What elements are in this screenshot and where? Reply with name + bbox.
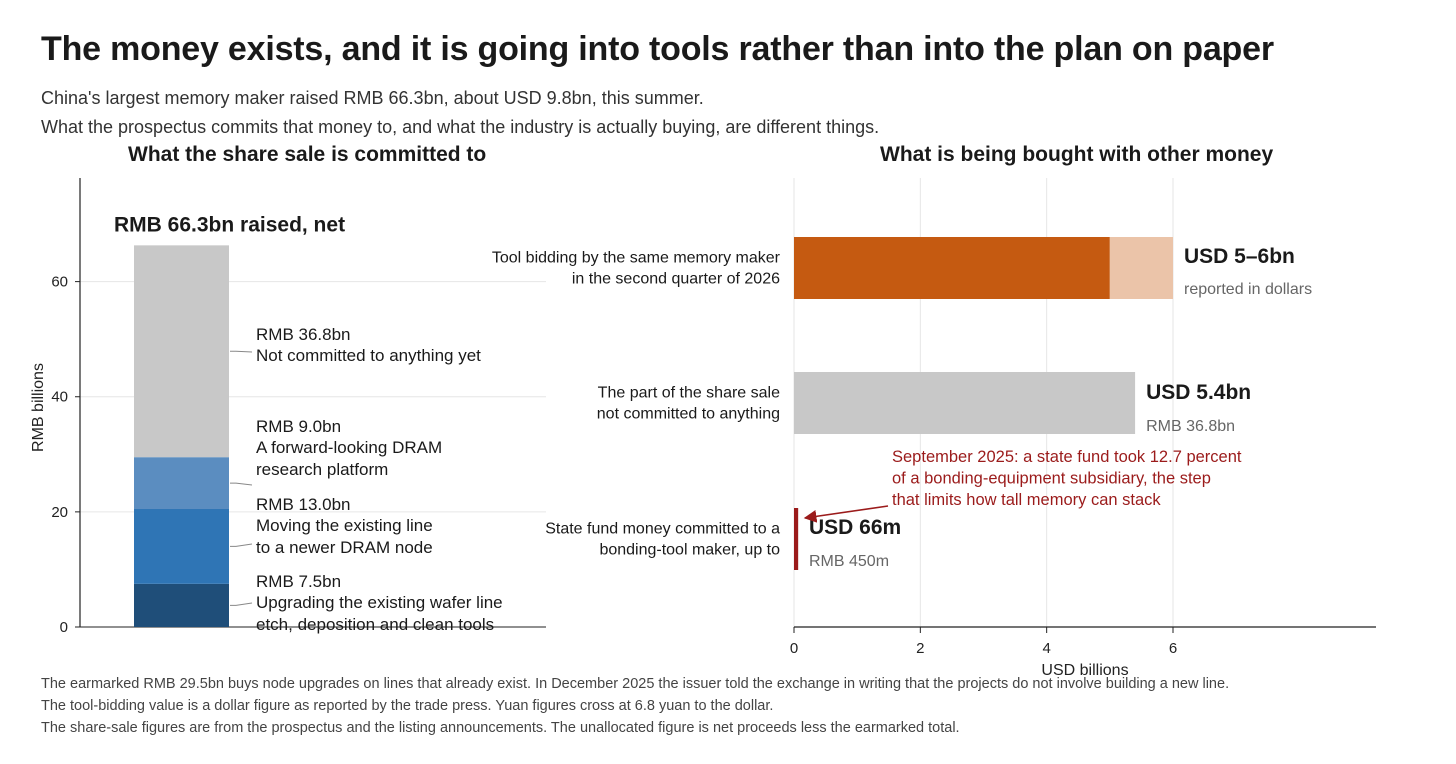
segment-leader-line: [230, 602, 253, 606]
segment-value-label: RMB 9.0bn: [256, 417, 341, 436]
y-tick-label: 0: [60, 619, 68, 636]
bar-sub-label: reported in dollars: [1184, 281, 1312, 298]
bar-state-fund: [794, 508, 799, 570]
right-horizontal-bar-chart: 0 2 4 6 USD billions USD 5–6bn reported in dol…: [492, 178, 1376, 679]
total-label: RMB 66.3bn raised, net: [114, 213, 345, 236]
bar-value-label: USD 5–6bn: [1184, 245, 1295, 268]
left-panel-title: What the share sale is committed to: [128, 143, 487, 166]
segment-description: to a newer DRAM node: [256, 538, 433, 557]
segment-description: Upgrading the existing wafer line: [256, 593, 503, 612]
category-label: bonding-tool maker, up to: [599, 542, 780, 559]
x-tick-label: 2: [916, 640, 924, 657]
y-tick-label: 40: [51, 389, 68, 406]
stacked-bar-segment: [134, 583, 229, 627]
bar-sub-label: RMB 450m: [809, 553, 889, 570]
annotation-text: that limits how tall memory can stack: [892, 491, 1161, 509]
segment-description: A forward-looking DRAM: [256, 438, 442, 457]
page-title: The money exists, and it is going into t…: [41, 30, 1274, 68]
segment-value-label: RMB 13.0bn: [256, 495, 351, 514]
category-label: in the second quarter of 2026: [572, 271, 780, 288]
annotation-arrow: [803, 505, 889, 523]
stacked-bar-segment: [134, 245, 229, 458]
segment-value-label: RMB 7.5bn: [256, 572, 341, 591]
x-tick-label: 4: [1042, 640, 1050, 657]
bar-sub-label: RMB 36.8bn: [1146, 418, 1235, 435]
footnote-3: The share-sale figures are from the pros…: [41, 720, 960, 736]
subtitle-line-1: China's largest memory maker raised RMB …: [41, 88, 704, 108]
category-label: Tool bidding by the same memory maker: [492, 250, 781, 267]
segment-leader-line: [230, 350, 253, 353]
y-tick-label: 20: [51, 504, 68, 521]
segment-leader-line: [230, 543, 253, 547]
category-label: The part of the share sale: [598, 385, 780, 402]
segment-description: Moving the existing line: [256, 516, 433, 535]
annotation-text: of a bonding-equipment subsidiary, the s…: [892, 470, 1211, 488]
stacked-bar-segment: [134, 457, 229, 509]
segment-value-label: RMB 36.8bn: [256, 325, 351, 344]
y-axis-label: RMB billions: [30, 363, 47, 452]
x-tick-label: 6: [1169, 640, 1177, 657]
right-panel-title: What is being bought with other money: [880, 143, 1274, 166]
x-tick-label: 0: [790, 640, 798, 657]
category-label: not committed to anything: [597, 406, 780, 423]
category-label: State fund money committed to a: [545, 521, 780, 538]
segment-description: research platform: [256, 460, 388, 479]
bar-value-label: USD 5.4bn: [1146, 381, 1251, 404]
bar-tool-bidding-low: [794, 237, 1110, 299]
bar-tool-bidding-range: [1109, 237, 1173, 299]
segment-leader-line: [230, 482, 253, 486]
left-stacked-bar-chart: 0 20 40 60 RMB billions RMB 7.5bn Upgrading th…: [30, 178, 546, 636]
bar-value-label: USD 66m: [809, 516, 901, 539]
footnote-2: The tool-bidding value is a dollar figur…: [41, 698, 774, 714]
segment-description: Not committed to anything yet: [256, 346, 481, 365]
x-axis-label: USD billions: [1041, 662, 1128, 679]
annotation-text: September 2025: a state fund took 12.7 p…: [892, 448, 1242, 466]
subtitle-line-2: What the prospectus commits that money t…: [41, 117, 880, 137]
bar-unallocated: [794, 372, 1136, 434]
y-tick-label: 60: [51, 274, 68, 291]
footnote-1: The earmarked RMB 29.5bn buys node upgra…: [41, 676, 1230, 692]
segment-description: etch, deposition and clean tools: [256, 615, 494, 634]
stacked-bar-segment: [134, 508, 229, 584]
